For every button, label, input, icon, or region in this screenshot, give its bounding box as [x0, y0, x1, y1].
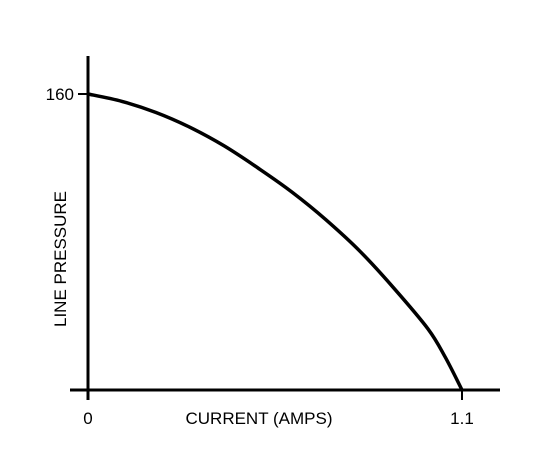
series-line: [86, 92, 464, 392]
x-axis-title: CURRENT (AMPS): [185, 409, 332, 428]
y-axis-title: LINE PRESSURE: [51, 191, 70, 327]
x-tick-label: 0: [83, 409, 92, 428]
y-tick-label: 160: [46, 85, 74, 104]
axes: [70, 56, 500, 400]
x-tick-label: 1.1: [450, 409, 474, 428]
tick-marks: 160 0 1.1: [46, 85, 474, 428]
